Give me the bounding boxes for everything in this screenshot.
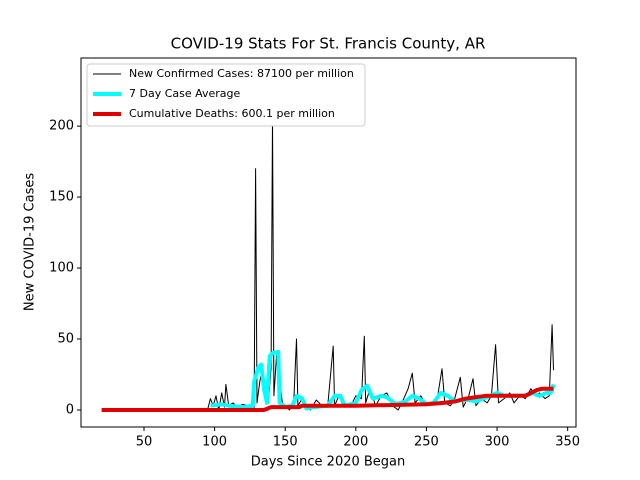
y-axis-label: New COVID-19 Cases — [23, 173, 38, 311]
legend-label: 7 Day Case Average — [129, 87, 241, 100]
x-tick-label: 50 — [136, 435, 153, 450]
x-tick-label: 350 — [555, 435, 580, 450]
series-line — [101, 386, 554, 412]
y-tick-label: 200 — [49, 119, 74, 134]
y-tick-label: 100 — [49, 261, 74, 276]
x-tick-label: 150 — [273, 435, 298, 450]
legend-box — [86, 63, 366, 127]
legend-label: New Confirmed Cases: 87100 per million — [129, 67, 354, 80]
y-tick-label: 50 — [57, 332, 74, 347]
plot-frame — [80, 57, 577, 428]
y-tick-label: 150 — [49, 190, 74, 205]
x-tick-label: 200 — [343, 435, 368, 450]
y-tick-label: 0 — [66, 402, 74, 417]
series-line — [210, 349, 556, 411]
x-axis-label: Days Since 2020 Began — [251, 455, 406, 470]
x-tick-label: 250 — [414, 435, 439, 450]
x-tick-label: 100 — [202, 435, 227, 450]
legend-label: Cumulative Deaths: 600.1 per million — [129, 107, 335, 120]
x-tick-label: 300 — [485, 435, 510, 450]
chart-title: COVID-19 Stats For St. Francis County, A… — [171, 35, 486, 53]
